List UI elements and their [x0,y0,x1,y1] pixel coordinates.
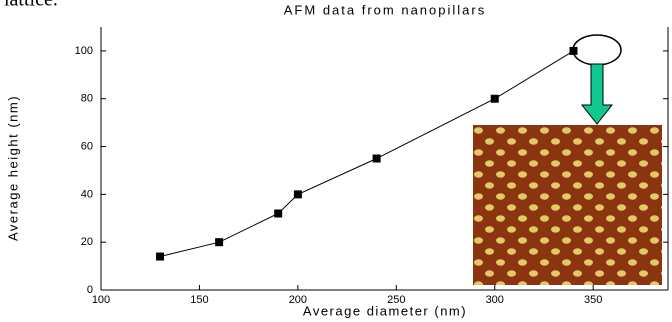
y-tick-label: 20 [81,236,93,248]
x-tick-label: 150 [190,294,208,306]
afm-inset-image [473,125,662,285]
y-tick-label: 80 [81,93,93,105]
data-point [156,253,164,261]
data-point [491,95,499,103]
caption-fragment: lattice. [4,0,58,11]
y-tick-label: 100 [75,45,93,57]
highlight-ellipse [573,35,621,65]
data-point [274,209,282,217]
x-tick-label: 100 [92,294,110,306]
y-tick-label: 40 [81,188,93,200]
y-axis-label: Average height (nm) [5,95,20,241]
data-point [294,190,302,198]
x-axis-label: Average diameter (nm) [303,303,467,318]
x-tick-label: 200 [289,294,307,306]
data-point [215,238,223,246]
x-tick-label: 250 [387,294,405,306]
pointer-arrow [582,64,612,124]
chart: lattice. AFM data from nanopillars Avera… [0,0,672,322]
y-tick-label: 60 [81,140,93,152]
x-tick-label: 300 [486,294,504,306]
chart-title: AFM data from nanopillars [284,2,486,17]
x-tick-label: 350 [584,294,602,306]
data-point [373,155,381,163]
